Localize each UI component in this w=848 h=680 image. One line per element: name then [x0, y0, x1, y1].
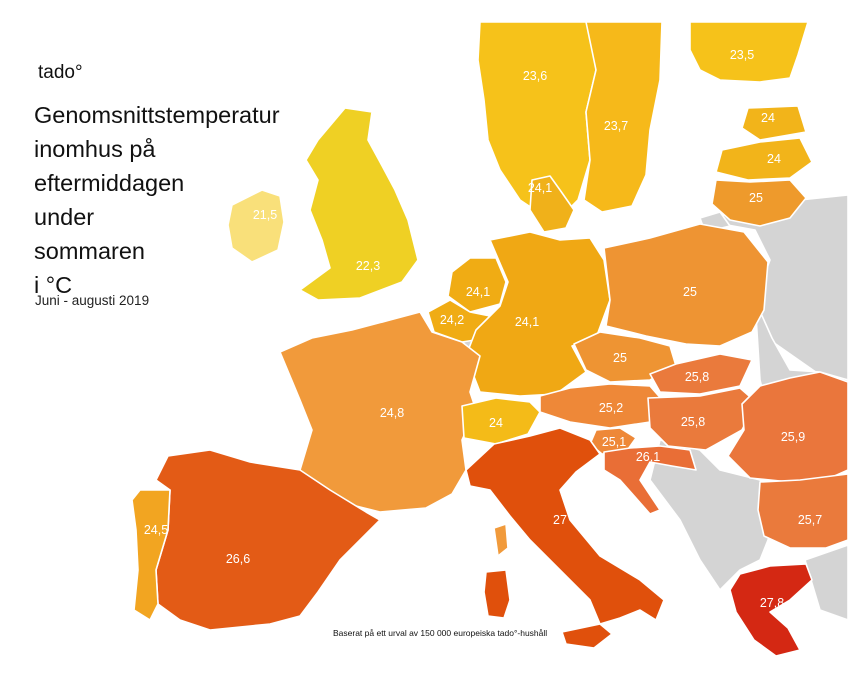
country-croatia [603, 445, 697, 515]
value-label-germany: 24,1 [514, 315, 540, 329]
value-label-slovakia: 25,8 [684, 370, 710, 384]
value-label-bulgaria: 25,7 [797, 513, 823, 527]
value-label-belgium: 24,2 [439, 313, 465, 327]
country-denmark [529, 175, 575, 233]
country-netherlands [447, 257, 507, 313]
country-lithuania [711, 179, 807, 227]
value-label-switzerland: 24 [489, 416, 503, 430]
country-corsica [493, 523, 509, 557]
title-line: inomhus på [34, 136, 156, 162]
title-line: Genomsnittstemperatur [34, 102, 280, 128]
value-label-czechia: 25 [613, 351, 627, 365]
balkans-region [649, 439, 781, 591]
value-label-greece: 27,8 [759, 596, 785, 610]
value-label-finland: 23,5 [729, 48, 755, 62]
country-finland [689, 21, 809, 83]
value-label-lithuania: 25 [749, 191, 763, 205]
country-italy [465, 427, 665, 625]
value-label-denmark: 24,1 [527, 181, 553, 195]
tado-logo: tado° [38, 62, 83, 83]
country-romania [727, 371, 848, 483]
map-title: Genomsnittstemperatur inomhus på eftermidd… [34, 98, 334, 302]
title-line: sommaren [34, 238, 146, 264]
country-ireland [227, 189, 285, 263]
country-slovakia [649, 353, 753, 395]
value-label-spain: 26,6 [225, 552, 251, 566]
country-greece [729, 563, 813, 657]
turkey-corner [804, 544, 848, 621]
value-label-france: 24,8 [379, 406, 405, 420]
country-france [279, 311, 481, 513]
value-label-hungary: 25,8 [680, 415, 706, 429]
country-uk [299, 107, 419, 301]
title-line: i °C [34, 272, 73, 298]
country-switzerland [461, 397, 541, 445]
value-label-austria: 25,2 [598, 401, 624, 415]
country-germany [465, 231, 611, 397]
value-label-slovenia: 25,1 [601, 435, 627, 449]
value-label-ireland: 21,5 [252, 208, 278, 222]
country-sweden [583, 21, 663, 213]
value-label-netherlands: 24,1 [465, 285, 491, 299]
value-label-croatia: 26,1 [635, 450, 661, 464]
value-label-estonia: 24 [761, 111, 775, 125]
title-line: under [34, 204, 95, 230]
value-label-uk: 22,3 [355, 259, 381, 273]
value-label-sweden: 23,7 [603, 119, 629, 133]
map-subtitle: Juni - augusti 2019 [35, 293, 150, 308]
country-poland [603, 223, 769, 347]
value-label-italy: 27 [553, 513, 567, 527]
title-line: eftermiddagen [34, 170, 185, 196]
value-label-poland: 25 [683, 285, 697, 299]
value-label-romania: 25,9 [780, 430, 806, 444]
country-sicily [561, 623, 613, 649]
value-label-latvia: 24 [767, 152, 781, 166]
country-bulgaria [757, 473, 848, 549]
source-footnote: Baserat på ett urval av 150 000 europeis… [333, 628, 548, 638]
country-portugal [131, 489, 171, 621]
country-sardinia [483, 569, 511, 619]
country-latvia [715, 137, 813, 181]
country-hungary [647, 387, 757, 451]
value-label-norway: 23,6 [522, 69, 548, 83]
country-estonia [741, 105, 807, 141]
value-label-portugal: 24,5 [143, 523, 169, 537]
